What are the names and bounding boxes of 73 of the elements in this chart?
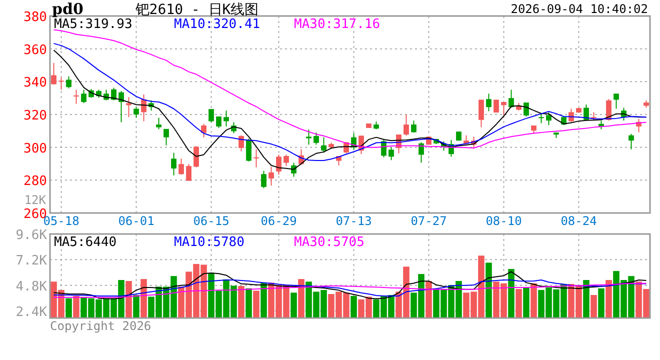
text: MA10:5780 xyxy=(174,235,244,250)
y-tick-label: 300 xyxy=(24,141,47,156)
candlestick xyxy=(66,76,72,89)
candlestick xyxy=(568,108,574,122)
candlestick xyxy=(201,123,206,138)
text: MA10:320.41 xyxy=(174,17,260,32)
candlestick xyxy=(51,62,56,85)
candlestick xyxy=(208,108,214,123)
candlestick xyxy=(224,110,229,127)
line-series xyxy=(53,280,647,296)
chart-title: 钯2610 - 日K线图 xyxy=(134,2,259,18)
candlestick xyxy=(404,114,409,136)
text: Copyright 2026 xyxy=(50,319,152,333)
candlestick xyxy=(74,89,79,104)
text: 2026-09-04 10:40:02 xyxy=(510,2,648,16)
candlestick xyxy=(314,132,319,146)
candlestick xyxy=(238,134,244,152)
candlestick xyxy=(321,136,326,154)
y-tick-label: 380 xyxy=(24,10,47,25)
candlestick xyxy=(614,93,619,110)
text: 12K xyxy=(24,193,47,207)
candlestick xyxy=(418,142,424,164)
y-tick-label: 4.8K xyxy=(16,279,48,294)
x-tick-label: 06-15 xyxy=(193,214,230,228)
candlestick xyxy=(276,154,282,176)
candlestick xyxy=(246,138,252,162)
y-tick-label: 360 xyxy=(24,42,47,58)
candlestick xyxy=(81,89,86,104)
text: MA5:6440 xyxy=(54,235,117,250)
candlestick xyxy=(388,146,394,161)
line-series xyxy=(53,282,647,298)
x-tick-label: 08-24 xyxy=(560,214,597,228)
candlestick xyxy=(501,102,506,116)
candlestick xyxy=(164,128,169,146)
candlestick xyxy=(156,117,162,130)
candlestick xyxy=(411,120,416,134)
candlestick xyxy=(268,166,274,186)
y-tick-label: 7.2K xyxy=(16,254,48,269)
candlestick xyxy=(186,164,192,182)
candlestick xyxy=(134,106,139,118)
candlestick xyxy=(261,170,266,189)
y-tick-label: 320 xyxy=(24,108,47,124)
candlestick xyxy=(171,152,176,176)
y-tick-label: 2.4K xyxy=(16,305,48,320)
y-tick-label: 9.6K xyxy=(16,228,48,243)
x-tick-label: 06-01 xyxy=(118,214,154,228)
text: MA30:317.16 xyxy=(294,17,380,32)
candlestick xyxy=(194,146,199,168)
candlestick xyxy=(538,113,544,124)
x-tick-label: 07-13 xyxy=(336,214,372,228)
series-label: MA5:319.93 xyxy=(54,17,132,32)
candlestick xyxy=(306,129,312,146)
candlestick xyxy=(254,148,259,168)
candlestick xyxy=(546,112,552,126)
x-tick-label: 06-29 xyxy=(260,214,297,228)
candlestick xyxy=(524,102,529,117)
candlestick xyxy=(494,99,499,114)
text: MA30:5705 xyxy=(294,235,364,250)
candlestick xyxy=(508,89,514,108)
line-series xyxy=(53,271,647,300)
x-tick-label: 07-27 xyxy=(410,214,447,228)
candlestick xyxy=(58,77,64,90)
candlestick xyxy=(478,99,484,128)
candlestick xyxy=(606,98,612,122)
x-tick-label: 08-10 xyxy=(486,214,522,228)
candlestick xyxy=(126,96,132,118)
candlestick xyxy=(178,158,184,176)
candlestick xyxy=(486,93,492,112)
y-tick-label: 340 xyxy=(24,76,47,91)
annotation: pd0 xyxy=(52,0,84,18)
y-tick-label: 280 xyxy=(24,174,47,190)
candlestick xyxy=(284,154,289,167)
candlestick xyxy=(628,133,634,150)
